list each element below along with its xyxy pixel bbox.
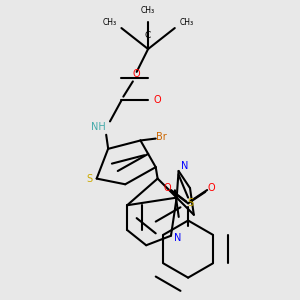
- Text: Br: Br: [156, 132, 167, 142]
- Text: O: O: [154, 95, 161, 106]
- Text: CH₃: CH₃: [179, 18, 193, 27]
- Text: O: O: [133, 69, 140, 79]
- Text: C: C: [145, 31, 151, 40]
- Text: O: O: [207, 183, 215, 193]
- Text: O: O: [163, 183, 171, 193]
- Text: NH: NH: [91, 122, 106, 132]
- Text: CH₃: CH₃: [103, 18, 117, 27]
- Text: N: N: [174, 232, 182, 243]
- Text: S: S: [86, 174, 92, 184]
- Text: CH₃: CH₃: [141, 6, 155, 15]
- Text: N: N: [181, 161, 188, 171]
- Text: S: S: [187, 198, 193, 208]
